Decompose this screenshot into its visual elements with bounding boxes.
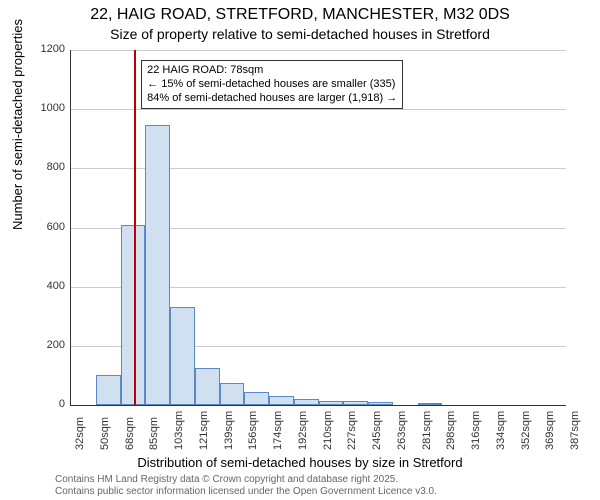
histogram-bar bbox=[368, 402, 393, 405]
attribution-line-2: Contains public sector information licen… bbox=[55, 486, 437, 498]
chart-container: 22, HAIG ROAD, STRETFORD, MANCHESTER, M3… bbox=[0, 0, 600, 500]
histogram-bar bbox=[244, 392, 269, 405]
y-tick-label: 1200 bbox=[25, 43, 65, 55]
histogram-bar bbox=[195, 368, 220, 405]
annotation-box: 22 HAIG ROAD: 78sqm← 15% of semi-detache… bbox=[141, 60, 403, 109]
histogram-bar bbox=[220, 383, 244, 405]
x-tick-label: 263sqm bbox=[396, 411, 408, 450]
x-tick-label: 316sqm bbox=[470, 411, 482, 450]
x-tick-label: 334sqm bbox=[495, 411, 507, 450]
histogram-bar bbox=[319, 401, 343, 405]
gridline bbox=[71, 50, 566, 51]
x-tick-label: 227sqm bbox=[346, 411, 358, 450]
x-tick-label: 352sqm bbox=[520, 411, 532, 450]
x-tick-label: 50sqm bbox=[99, 417, 111, 450]
y-tick-label: 1000 bbox=[25, 102, 65, 114]
x-tick-label: 369sqm bbox=[544, 411, 556, 450]
annotation-line: ← 15% of semi-detached houses are smalle… bbox=[147, 78, 397, 92]
annotation-line: 22 HAIG ROAD: 78sqm bbox=[147, 64, 397, 78]
attribution-line-1: Contains HM Land Registry data © Crown c… bbox=[55, 474, 437, 486]
histogram-bar bbox=[170, 307, 195, 405]
y-tick-label: 600 bbox=[25, 221, 65, 233]
y-tick-label: 800 bbox=[25, 161, 65, 173]
x-tick-label: 192sqm bbox=[297, 411, 309, 450]
y-tick-label: 0 bbox=[25, 398, 65, 410]
x-tick-label: 281sqm bbox=[421, 411, 433, 450]
attribution: Contains HM Land Registry data © Crown c… bbox=[55, 474, 437, 498]
gridline bbox=[71, 109, 566, 110]
x-tick-label: 156sqm bbox=[247, 411, 259, 450]
reference-line bbox=[134, 50, 136, 405]
x-axis-label: Distribution of semi-detached houses by … bbox=[0, 455, 600, 470]
x-tick-label: 139sqm bbox=[223, 411, 235, 450]
histogram-bar bbox=[121, 225, 145, 405]
x-tick-label: 32sqm bbox=[74, 417, 86, 450]
x-tick-label: 85sqm bbox=[148, 417, 160, 450]
histogram-bar bbox=[343, 401, 368, 405]
x-tick-label: 174sqm bbox=[272, 411, 284, 450]
x-tick-label: 210sqm bbox=[322, 411, 334, 450]
histogram-bar bbox=[269, 396, 294, 405]
histogram-bar bbox=[145, 125, 170, 405]
annotation-line: 84% of semi-detached houses are larger (… bbox=[147, 92, 397, 106]
y-tick-label: 200 bbox=[25, 339, 65, 351]
chart-title-sub: Size of property relative to semi-detach… bbox=[0, 26, 600, 42]
x-tick-label: 121sqm bbox=[198, 411, 210, 450]
histogram-bar bbox=[294, 399, 319, 405]
x-tick-label: 387sqm bbox=[569, 411, 581, 450]
histogram-bar bbox=[96, 375, 121, 405]
histogram-bar bbox=[418, 403, 442, 405]
x-tick-label: 245sqm bbox=[371, 411, 383, 450]
plot-area: 22 HAIG ROAD: 78sqm← 15% of semi-detache… bbox=[70, 50, 566, 406]
y-axis-label: Number of semi-detached properties bbox=[10, 19, 25, 230]
x-tick-label: 103sqm bbox=[173, 411, 185, 450]
x-tick-label: 68sqm bbox=[124, 417, 136, 450]
y-tick-label: 400 bbox=[25, 280, 65, 292]
x-tick-label: 298sqm bbox=[445, 411, 457, 450]
chart-title-main: 22, HAIG ROAD, STRETFORD, MANCHESTER, M3… bbox=[0, 6, 600, 24]
